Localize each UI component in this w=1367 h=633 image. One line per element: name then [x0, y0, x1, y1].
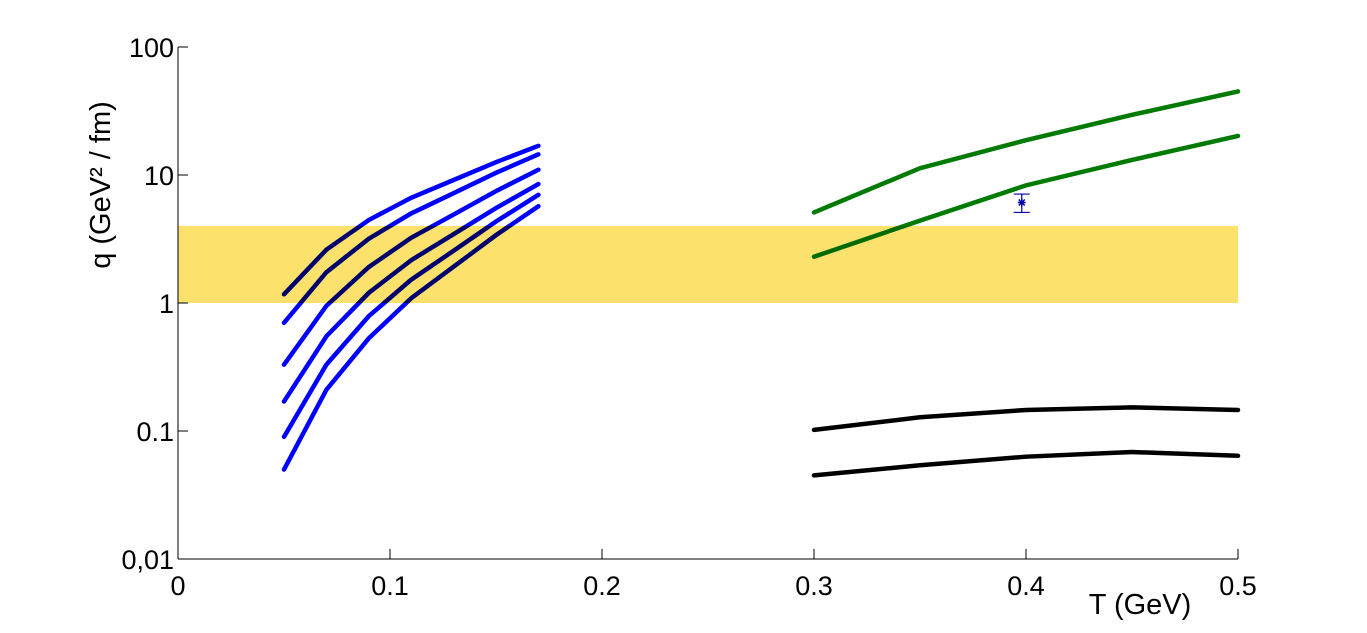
x-axis-label: T (GeV)	[1089, 589, 1192, 621]
y-axis-label: q (GeV² / fm)	[85, 101, 117, 269]
y-tick-label: 10	[144, 161, 174, 191]
x-tick-label: 0.4	[1007, 571, 1045, 601]
data-line	[811, 89, 1241, 215]
y-tick-label: 0,01	[121, 545, 174, 575]
x-tick-label: 0.3	[795, 571, 833, 601]
y-tick-label: 1	[159, 289, 174, 319]
x-tick-label: 0.2	[583, 571, 621, 601]
y-tick-label: 100	[129, 33, 174, 63]
data-line	[811, 449, 1241, 478]
x-tick-label: 0.1	[371, 571, 409, 601]
x-tick-label: 0	[170, 571, 185, 601]
band	[178, 225, 1238, 303]
data-line	[811, 405, 1241, 433]
y-tick-label: 0.1	[136, 417, 174, 447]
x-tick-label: 0.5	[1219, 571, 1257, 601]
data-point	[1017, 198, 1026, 207]
